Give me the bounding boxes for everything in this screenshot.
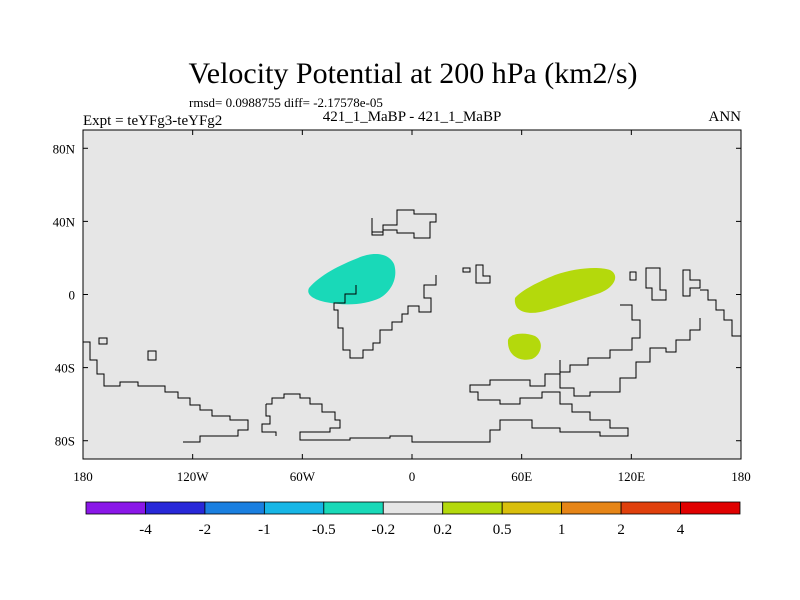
colorbar-swatch [145,501,206,515]
colorbar-swatch [680,501,741,515]
coastlines [83,209,741,443]
y-tick-label: 80N [53,141,76,156]
y-tick-label: 80S [55,434,75,449]
coastline-asia [462,264,741,337]
colorbar-label: 4 [677,522,685,538]
x-tick-label: 60E [511,469,532,484]
colorbar-swatch [442,501,503,515]
colorbar-label: 0.5 [493,522,512,538]
colorbar-swatch [561,501,622,515]
colorbar-label: 0.2 [433,522,452,538]
x-tick-label: 120E [618,469,646,484]
colorbar-label: 1 [558,522,566,538]
map-background [83,130,741,459]
colorbar-label: -4 [139,522,152,538]
x-tick-label: 120W [177,469,210,484]
coastline-africa [333,209,437,359]
y-tick-label: 40S [55,361,75,376]
coastline-antarctica [266,360,629,443]
colorbar-swatch [263,501,325,515]
colorbar-label: -0.5 [312,522,336,538]
x-tick-label: 180 [73,469,93,484]
colorbar-swatch [323,501,384,515]
x-tick-label: 60W [290,469,316,484]
colorbar-label: 2 [617,522,625,538]
y-axis: 80N 40N 0 40S 80S [53,141,741,449]
coastline-antarctica-west [261,404,277,436]
colorbar-label: -0.2 [371,522,395,538]
colorbar: -4 -2 -1 -0.5 -0.2 0.2 0.5 1 2 4 [85,501,741,538]
y-tick-label: 40N [53,214,76,229]
x-axis: 180 120W 60W 0 60E 120E 180 [73,130,751,484]
colorbar-swatch [501,501,563,515]
colorbar-swatch [85,501,146,515]
case-label: 421_1_MaBP - 421_1_MaBP [323,109,502,125]
anomaly-layer [308,254,616,360]
map-plot [82,129,742,460]
colorbar-label: -2 [199,522,212,538]
y-tick-label: 0 [69,288,76,303]
x-tick-label: 180 [731,469,751,484]
coastline-australia [559,304,701,397]
colorbar-label: -1 [258,522,271,538]
season-label: ANN [709,109,742,125]
negative-anomaly-atlantic [308,254,396,305]
chart-title: Velocity Potential at 200 hPa (km2/s) [188,57,637,90]
experiment-label: Expt = teYFg3-teYFg2 [83,113,222,129]
colorbar-swatch [620,501,681,515]
positive-anomaly-sw-indian-ocean [507,333,541,360]
x-tick-label: 0 [409,469,416,484]
positive-anomaly-indian-ocean [514,267,616,313]
colorbar-swatch [204,501,265,515]
stats-label: rmsd= 0.0988755 diff= -2.17578e-05 [189,95,383,110]
colorbar-swatch [382,501,444,515]
coastline-south-america [83,337,249,443]
